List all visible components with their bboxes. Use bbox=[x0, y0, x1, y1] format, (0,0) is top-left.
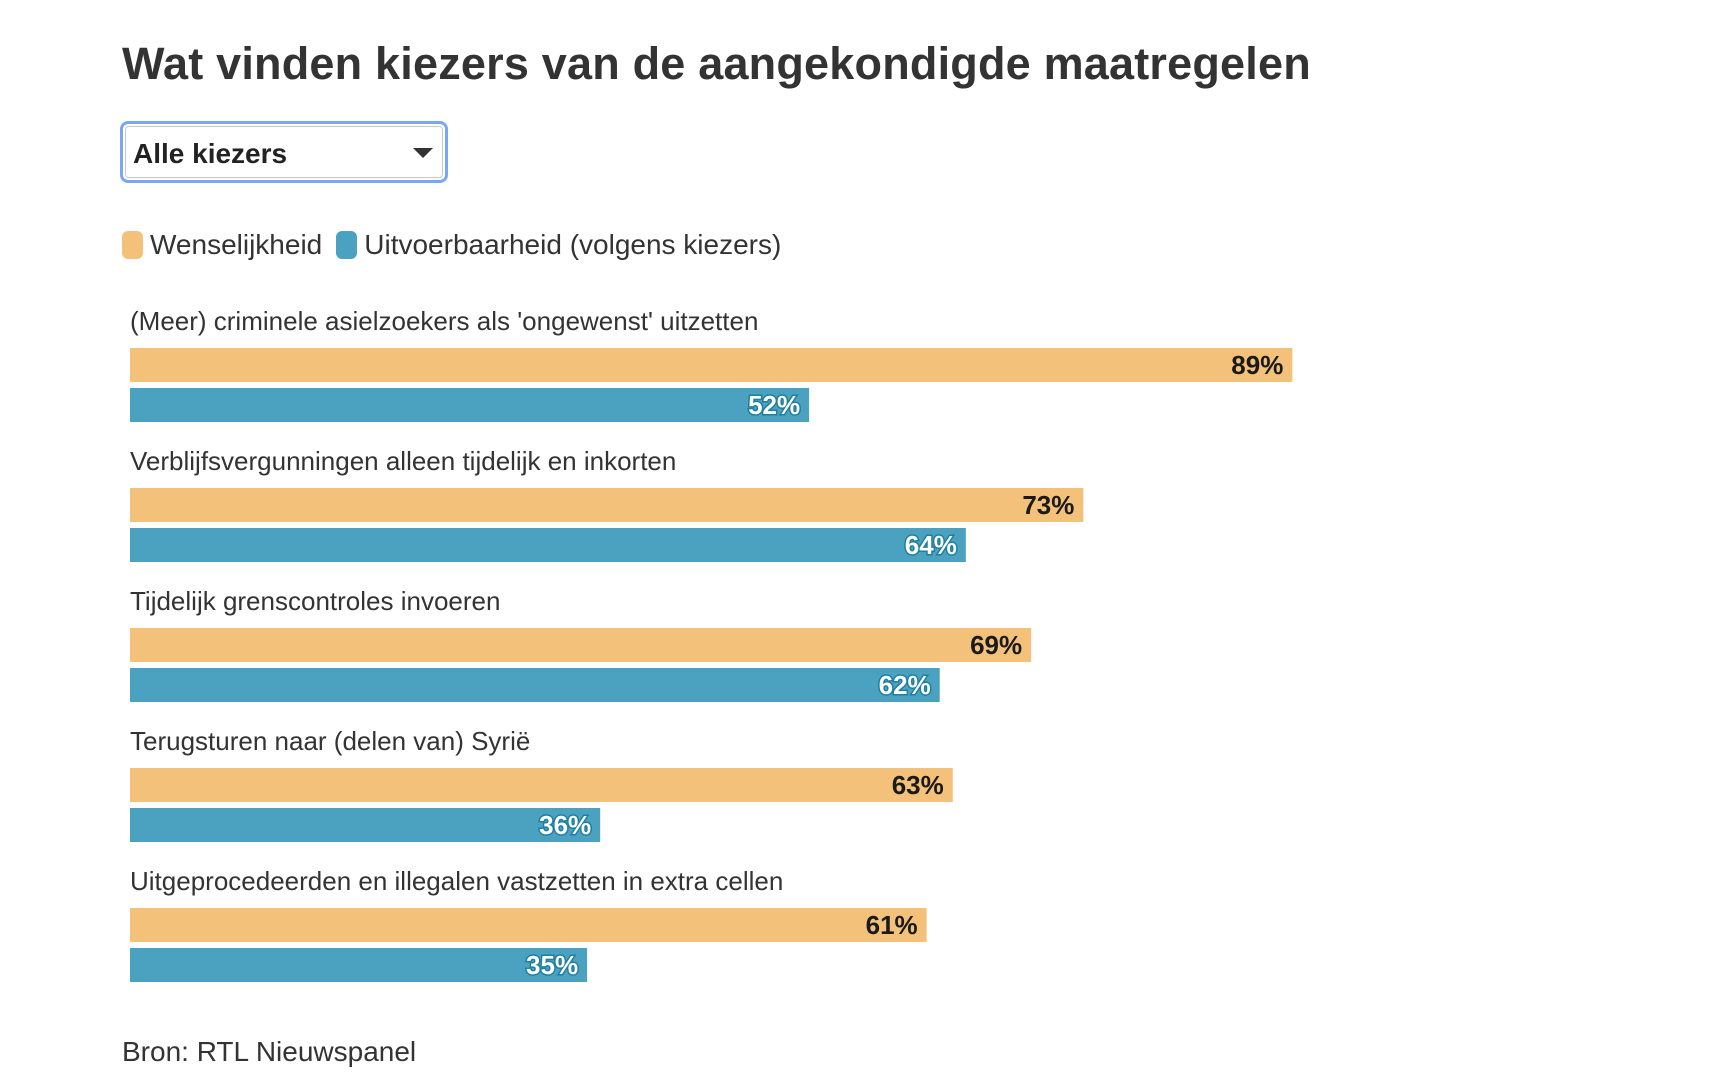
category-label: Tijdelijk grenscontroles invoeren bbox=[130, 586, 500, 616]
chart-title: Wat vinden kiezers van de aangekondigde … bbox=[122, 38, 1311, 89]
bar-uitvoerbaarheid[interactable] bbox=[130, 948, 588, 982]
data-label: 64% bbox=[905, 530, 957, 560]
category-label: Verblijfsvergunningen alleen tijdelijk e… bbox=[130, 446, 676, 476]
bar-uitvoerbaarheid[interactable] bbox=[130, 668, 940, 702]
data-label: 52% bbox=[748, 390, 800, 420]
data-label: 35% bbox=[526, 950, 578, 980]
bar-uitvoerbaarheid[interactable] bbox=[130, 808, 601, 842]
bar-chart: (Meer) criminele asielzoekers als 'ongew… bbox=[130, 306, 1293, 982]
data-label: 62% bbox=[879, 670, 931, 700]
data-label: 73% bbox=[1022, 490, 1074, 520]
bar-wenselijkheid[interactable] bbox=[130, 768, 953, 802]
bar-uitvoerbaarheid[interactable] bbox=[130, 388, 810, 422]
dropdown-frame bbox=[125, 126, 443, 178]
data-label: 89% bbox=[1231, 350, 1283, 380]
legend-item-uitvoerbaarheid[interactable]: Uitvoerbaarheid (volgens kiezers) bbox=[336, 229, 781, 261]
legend-label-uitvoerbaarheid: Uitvoerbaarheid (volgens kiezers) bbox=[364, 229, 782, 260]
category-label: Uitgeprocedeerden en illegalen vastzette… bbox=[130, 866, 783, 896]
chart-legend: Wenselijkheid Uitvoerbaarheid (volgens k… bbox=[122, 228, 795, 262]
bar-wenselijkheid[interactable] bbox=[130, 908, 927, 942]
data-label: 69% bbox=[970, 630, 1022, 660]
voter-group-dropdown[interactable]: Alle kiezers bbox=[120, 121, 448, 183]
legend-label-wenselijkheid: Wenselijkheid bbox=[150, 229, 323, 260]
source-note: Bron: RTL Nieuwspanel bbox=[122, 1036, 417, 1067]
bar-uitvoerbaarheid[interactable] bbox=[130, 528, 966, 562]
dropdown-selected-value: Alle kiezers bbox=[133, 138, 288, 169]
data-label: 36% bbox=[539, 810, 591, 840]
data-label: 63% bbox=[892, 770, 944, 800]
bar-wenselijkheid[interactable] bbox=[130, 628, 1032, 662]
bar-wenselijkheid[interactable] bbox=[130, 348, 1293, 382]
legend-swatch-uitvoerbaarheid bbox=[336, 231, 358, 259]
data-label: 61% bbox=[866, 910, 918, 940]
category-label: Terugsturen naar (delen van) Syrië bbox=[130, 726, 530, 756]
chevron-down-icon bbox=[413, 148, 433, 158]
legend-item-wenselijkheid[interactable]: Wenselijkheid bbox=[122, 229, 322, 261]
category-label: (Meer) criminele asielzoekers als 'ongew… bbox=[130, 306, 758, 336]
legend-swatch-wenselijkheid bbox=[122, 231, 143, 259]
bar-wenselijkheid[interactable] bbox=[130, 488, 1084, 522]
